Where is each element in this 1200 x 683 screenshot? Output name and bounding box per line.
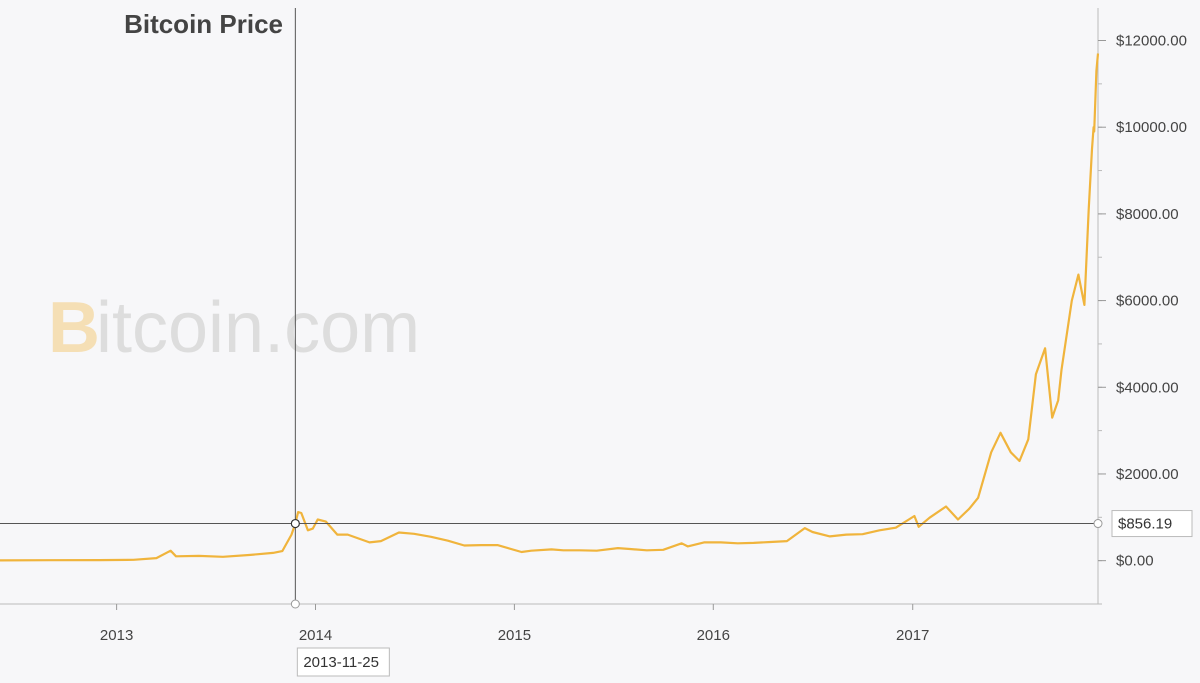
crosshair-point[interactable] [290, 518, 300, 529]
y-tick-label: $10000.00 [1116, 119, 1187, 136]
chart-title: Bitcoin Price [124, 9, 283, 39]
y-tick-label: $6000.00 [1116, 293, 1179, 310]
crosshair-value-box [1111, 510, 1193, 538]
watermark-bitcoin-symbol: B [48, 288, 100, 368]
y-tick-label: $2000.00 [1116, 466, 1179, 483]
y-tick-label: $4000.00 [1116, 379, 1179, 396]
y-tick-label: $12000.00 [1116, 33, 1187, 50]
x-tick-label: 2014 [299, 627, 332, 644]
watermark: B itcoin.com [48, 288, 420, 368]
x-tick-label: 2015 [498, 627, 531, 644]
x-tick-label: 2013 [100, 627, 133, 644]
crosshair-date-label: 2013-11-25 [303, 654, 379, 671]
axes: $0.00 $2000.00 $4000.00 $6000.00 $8000.00 $10… [0, 8, 1187, 644]
y-tick-label: $0.00 [1116, 553, 1154, 570]
crosshair-x-handle[interactable] [290, 599, 300, 609]
crosshair[interactable]: $856.19 2013-11-25 [0, 8, 1193, 677]
series-line [0, 53, 1100, 562]
y-tick-label: $8000.00 [1116, 206, 1179, 223]
crosshair-value-label: $856.19 [1118, 516, 1172, 533]
crosshair-date-box [296, 647, 390, 677]
x-tick-label: 2017 [896, 627, 929, 644]
x-tick-label: 2016 [697, 627, 730, 644]
crosshair-y-handle[interactable] [1093, 519, 1103, 529]
watermark-text: itcoin.com [96, 288, 420, 368]
series [0, 53, 1100, 562]
